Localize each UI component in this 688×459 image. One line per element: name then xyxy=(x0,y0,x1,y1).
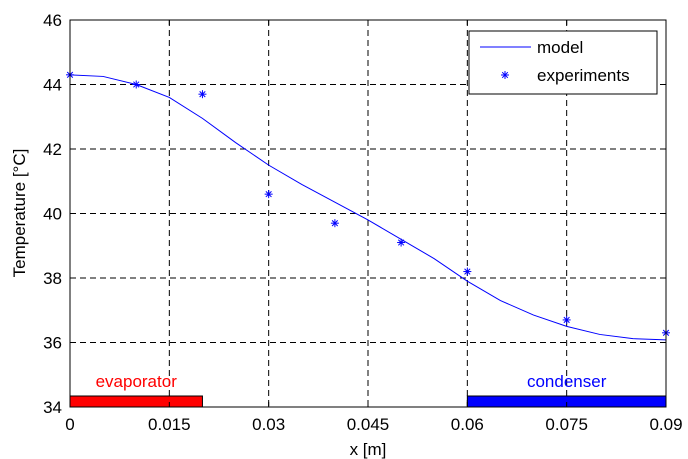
legend-box xyxy=(468,30,658,95)
x-axis-label: x [m] xyxy=(350,440,387,459)
x-tick-label: 0.045 xyxy=(347,415,390,434)
region-label-evaporator: evaporator xyxy=(96,372,178,391)
series-line-model xyxy=(69,74,667,341)
data-point-experiments xyxy=(132,80,141,89)
y-tick-label: 40 xyxy=(43,205,62,224)
data-point-experiments xyxy=(463,267,472,276)
data-point-experiments-d2 xyxy=(199,91,206,98)
x-tick-label: 0.075 xyxy=(545,415,588,434)
data-point-experiments-d2 xyxy=(464,268,471,275)
region-bar-evaporator xyxy=(69,395,203,408)
data-point-experiments-d2 xyxy=(563,316,570,324)
y-axis-label: Temperature [°C] xyxy=(10,149,29,278)
data-point-experiments xyxy=(397,238,406,247)
y-tick-label: 36 xyxy=(43,334,62,353)
x-tick-label: 0.06 xyxy=(451,415,484,434)
data-point-experiments xyxy=(198,90,207,99)
x-tick-label: 0.09 xyxy=(649,415,682,434)
y-tick-label: 46 xyxy=(43,11,62,30)
axis-ticks: 0 0.015 0.03 0.045 0.06 0.075 0.09 34 36 38 40 42 44… xyxy=(43,11,682,434)
x-tick-label: 0.03 xyxy=(252,415,285,434)
y-tick-label: 38 xyxy=(43,269,62,288)
legend-model-label: model xyxy=(537,38,583,57)
data-point-experiments-d2 xyxy=(397,239,405,246)
y-tick-label: 42 xyxy=(43,140,62,159)
data-point-experiments xyxy=(264,190,273,199)
x-tick-label: 0 xyxy=(65,415,74,434)
legend-experiments-marker xyxy=(501,71,509,79)
y-tick-label: 44 xyxy=(43,76,62,95)
legend-star-d2 xyxy=(501,71,509,79)
data-point-experiments-d2 xyxy=(265,190,272,198)
data-point-experiments xyxy=(330,219,339,228)
legend: model experiments xyxy=(468,30,658,95)
data-point-experiments xyxy=(562,315,571,324)
legend-experiments-label: experiments xyxy=(537,66,630,85)
legend-star xyxy=(501,71,509,79)
data-point-experiments-d2 xyxy=(133,81,140,88)
data-point-experiments-d2 xyxy=(331,220,339,227)
y-tick-label: 34 xyxy=(43,398,62,417)
region-label-condenser: condenser xyxy=(527,372,607,391)
x-tick-label: 0.015 xyxy=(148,415,191,434)
